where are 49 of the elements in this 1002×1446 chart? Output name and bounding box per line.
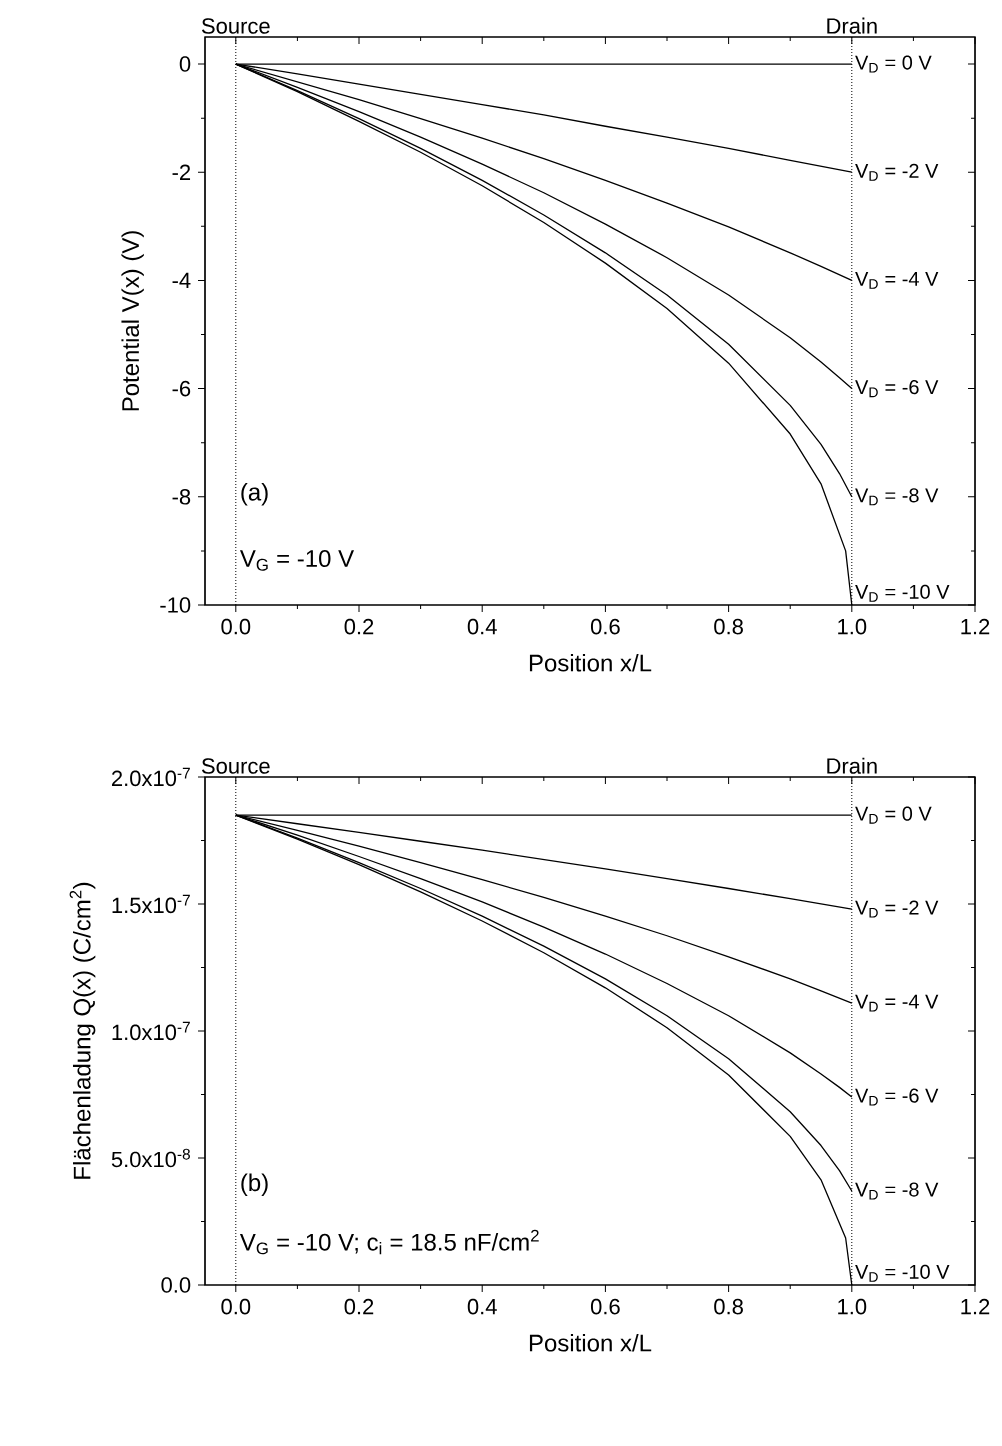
legend-label: V$_{D}$ = -10 V xyxy=(855,584,950,602)
y-axis-title: Flächenladung Q(x) (C/cm$^{2}$) xyxy=(69,882,96,1179)
y-tick-label: 1.0x10$^{-7}$ xyxy=(112,1021,190,1041)
y-tick-label: 2.0x10$^{-7}$ xyxy=(112,767,190,787)
ref-line-label: Source xyxy=(201,758,270,774)
y-tick-label: 0.0 xyxy=(161,1277,191,1293)
legend-label: V$_{D}$ = -8 V xyxy=(855,488,939,506)
ref-line-label: Source xyxy=(201,18,270,34)
legend-label: V$_{D}$ = -2 V xyxy=(855,163,939,181)
series-label: V$_{D}$ = -4 V xyxy=(855,994,939,1012)
x-tick-label: 1.0 xyxy=(838,618,867,635)
y-tick-label: -2 xyxy=(172,164,191,180)
legend-label: V$_{D}$ = 0 V xyxy=(855,55,932,73)
legend-label: V$_{D}$ = -10 V xyxy=(855,1264,950,1282)
y-tick-label: 5.0x10$^{-8}$ xyxy=(111,1148,190,1168)
legend-label: V$_{D}$ = -6 V xyxy=(855,1088,939,1106)
legend-label: V$_{D}$ = -4 V xyxy=(855,271,939,289)
x-tick-label: 1.2 xyxy=(961,1298,990,1315)
y-tick-label: -4 xyxy=(172,272,191,288)
x-tick-label: 0.6 xyxy=(590,1298,620,1315)
annotation: V$_{G}$ = -10 V xyxy=(239,550,355,571)
annotation: (a) xyxy=(241,483,268,506)
x-tick-label: 0.4 xyxy=(467,1298,497,1315)
x-tick-label: 1.0 xyxy=(838,1298,867,1315)
x-axis-title: Position x/L xyxy=(529,653,652,672)
x-tick-label: 0.6 xyxy=(590,618,620,635)
legend-label: V$_{D}$ = -6 V xyxy=(855,380,939,398)
y-tick-label: 1.5x10$^{-7}$ xyxy=(112,894,190,914)
x-tick-label: 0.0 xyxy=(221,618,251,635)
y-axis-title: Potential V(x) (V) xyxy=(121,231,144,411)
x-tick-label: 0.2 xyxy=(344,1298,374,1315)
x-tick-label: 0.2 xyxy=(344,618,374,635)
y-tick-label: -10 xyxy=(160,597,191,613)
y-tick-label: -8 xyxy=(172,489,191,505)
annotation: V$_{G}$ = -10 V; c$_{i}$ = 18.5 nF/cm$^{2}$ xyxy=(239,1229,539,1255)
x-tick-label: 1.2 xyxy=(961,618,990,635)
x-tick-label: 0.8 xyxy=(714,618,743,635)
series-label: V$_{D}$ = 0 V xyxy=(855,806,932,824)
legend-label: V$_{D}$ = -2 V xyxy=(855,900,939,918)
series-label: V$_{D}$ = -8 V xyxy=(855,1182,939,1200)
ref-line-label: Drain xyxy=(827,757,877,774)
ref-line-label: Drain xyxy=(827,17,877,34)
x-tick-label: 0.8 xyxy=(714,1298,743,1315)
x-tick-label: 0.4 xyxy=(467,618,497,635)
x-axis-title: Position x/L xyxy=(529,1333,652,1352)
y-tick-label: -6 xyxy=(172,380,191,397)
y-tick-label: 0 xyxy=(179,56,191,72)
annotation: (b) xyxy=(241,1173,268,1196)
x-tick-label: 0.0 xyxy=(221,1298,251,1315)
